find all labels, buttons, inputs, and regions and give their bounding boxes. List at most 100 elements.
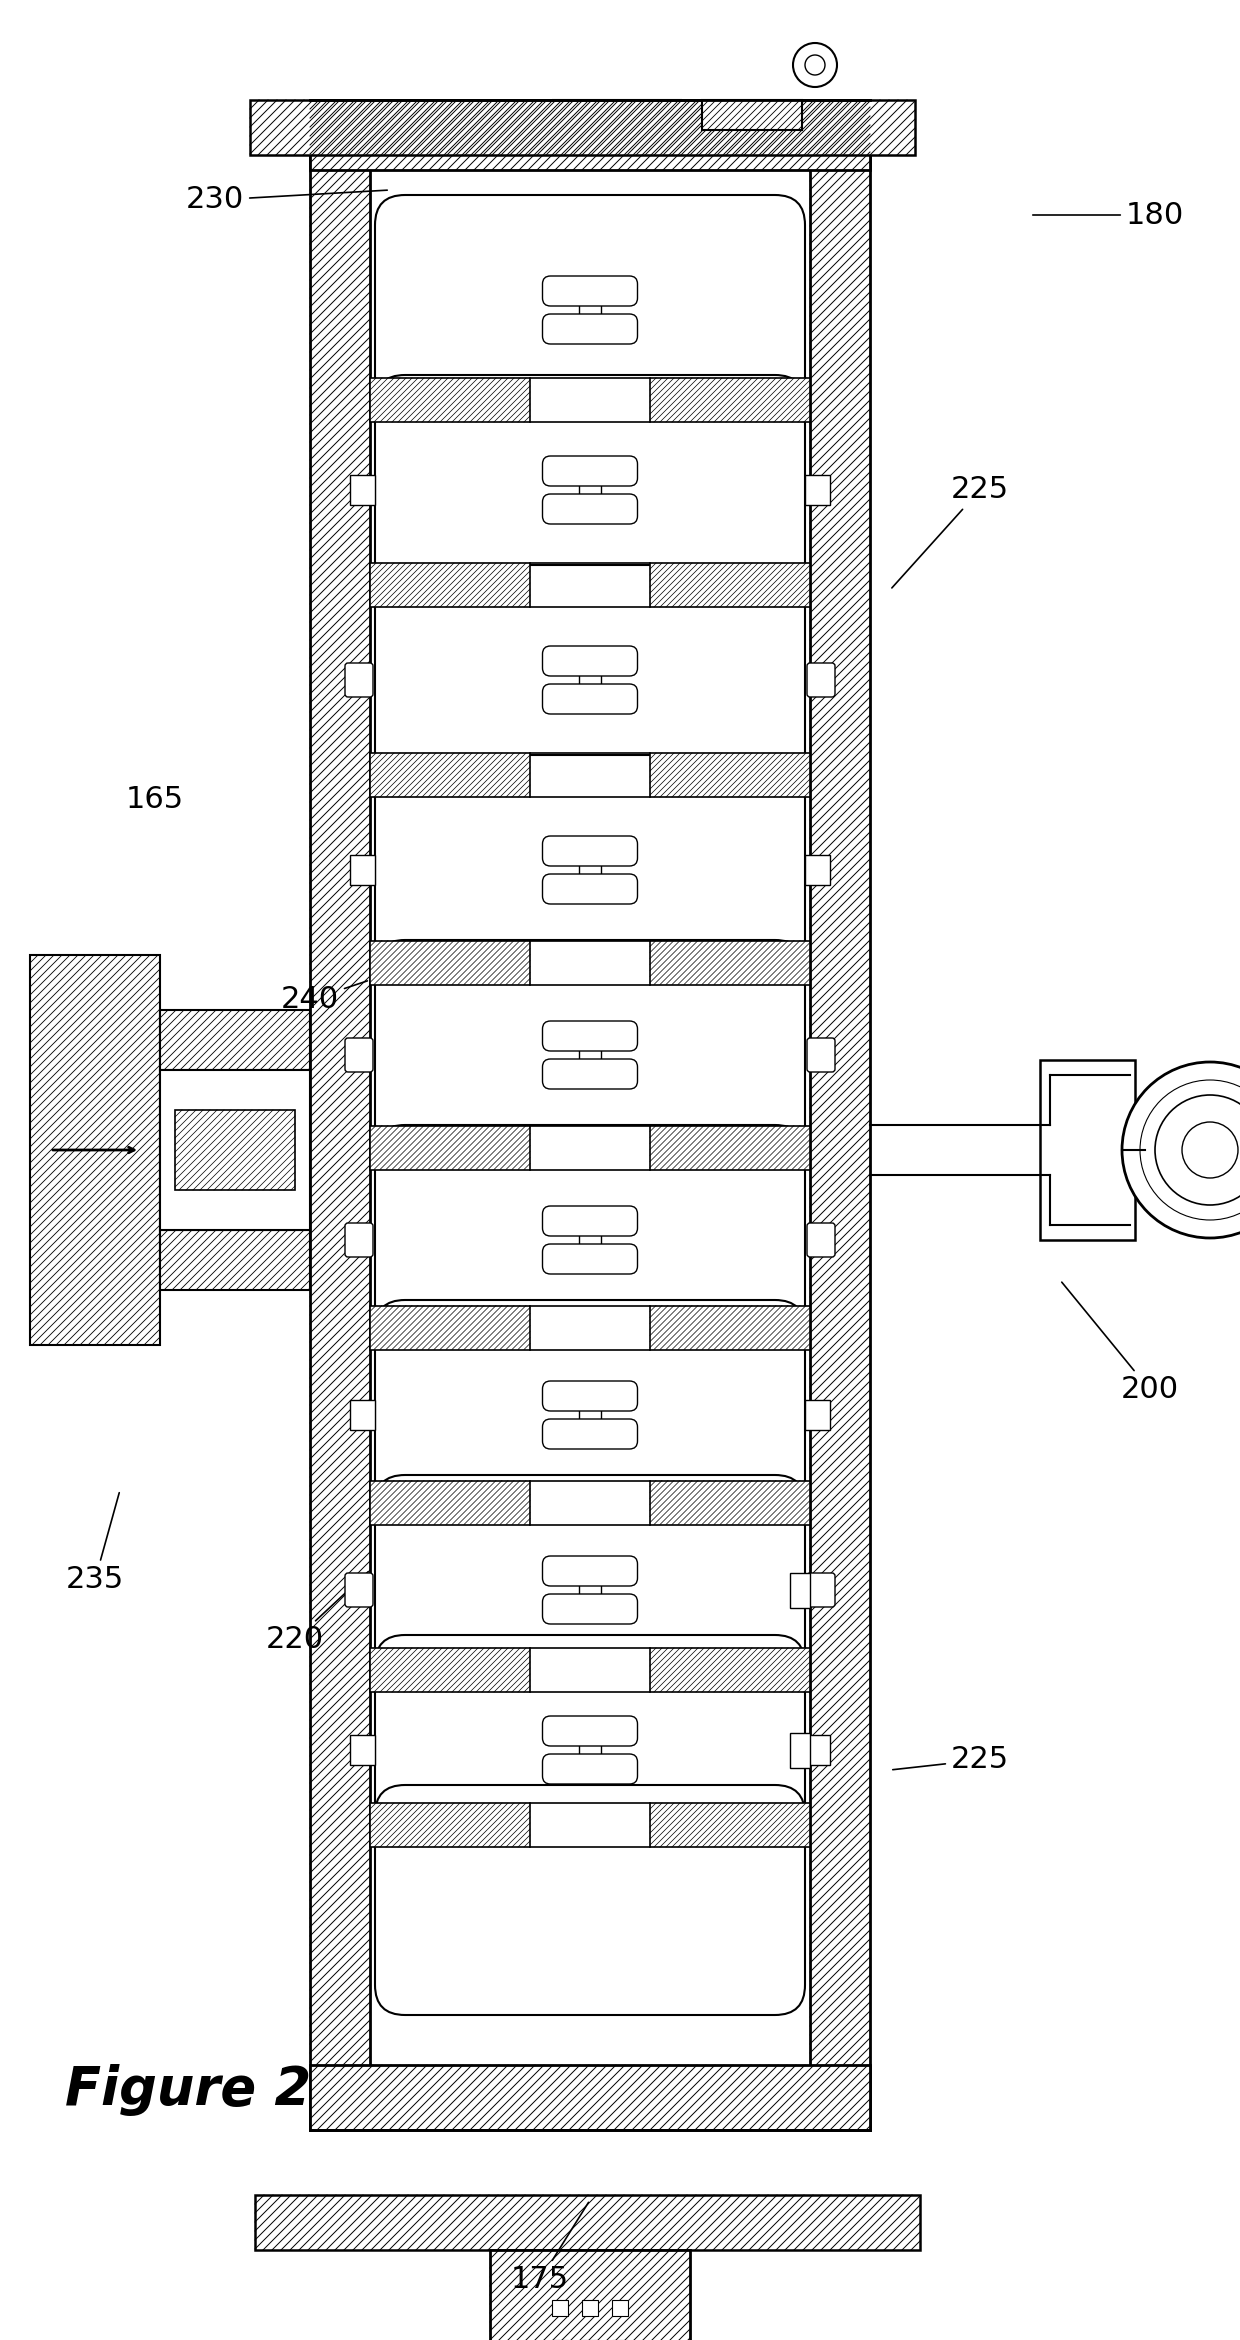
- Bar: [160, 1011, 310, 1069]
- Circle shape: [1182, 1121, 1238, 1177]
- Bar: [702, 101, 802, 131]
- Bar: [350, 475, 374, 505]
- Bar: [310, 101, 870, 171]
- FancyBboxPatch shape: [374, 1636, 805, 1865]
- Bar: [790, 1572, 810, 1608]
- Bar: [350, 1734, 374, 1764]
- Bar: [579, 1725, 601, 1776]
- Bar: [175, 1109, 295, 1191]
- Circle shape: [1122, 1062, 1240, 1238]
- Bar: [310, 2064, 870, 2129]
- Text: 225: 225: [893, 1746, 1009, 1774]
- Bar: [370, 379, 529, 421]
- Text: 165: 165: [126, 786, 184, 814]
- FancyBboxPatch shape: [807, 662, 835, 697]
- FancyBboxPatch shape: [543, 646, 637, 676]
- Bar: [582, 2300, 598, 2317]
- Bar: [310, 101, 370, 2129]
- FancyBboxPatch shape: [807, 1039, 835, 1072]
- Bar: [350, 854, 374, 885]
- Text: 220: 220: [265, 1572, 368, 1654]
- Bar: [255, 2195, 920, 2251]
- Bar: [650, 1481, 810, 1523]
- Bar: [650, 1306, 810, 1350]
- Circle shape: [805, 56, 825, 75]
- Text: 175: 175: [511, 2202, 589, 2296]
- FancyBboxPatch shape: [345, 1224, 373, 1257]
- FancyBboxPatch shape: [543, 875, 637, 903]
- FancyBboxPatch shape: [543, 1594, 637, 1624]
- Bar: [805, 854, 830, 885]
- Bar: [30, 955, 160, 1346]
- Bar: [370, 564, 529, 606]
- Bar: [650, 1804, 810, 1846]
- Circle shape: [1154, 1095, 1240, 1205]
- Bar: [650, 1647, 810, 1692]
- Bar: [790, 1732, 810, 1767]
- Bar: [490, 2251, 689, 2340]
- Bar: [579, 1563, 601, 1617]
- FancyBboxPatch shape: [543, 1715, 637, 1746]
- FancyBboxPatch shape: [374, 756, 805, 985]
- FancyBboxPatch shape: [543, 1020, 637, 1051]
- FancyBboxPatch shape: [543, 1245, 637, 1273]
- Bar: [650, 1126, 810, 1170]
- FancyBboxPatch shape: [543, 1556, 637, 1587]
- Bar: [579, 283, 601, 337]
- Bar: [370, 941, 529, 985]
- Text: 200: 200: [1061, 1282, 1179, 1404]
- Bar: [370, 1804, 529, 1846]
- Bar: [1040, 1060, 1135, 1240]
- Bar: [650, 379, 810, 421]
- FancyBboxPatch shape: [543, 276, 637, 307]
- Bar: [552, 2300, 568, 2317]
- Bar: [579, 463, 601, 517]
- Bar: [160, 1069, 310, 1231]
- Text: 235: 235: [66, 1493, 124, 1594]
- Bar: [250, 101, 915, 154]
- Bar: [613, 2300, 627, 2317]
- FancyBboxPatch shape: [345, 1039, 373, 1072]
- Bar: [650, 753, 810, 798]
- Bar: [579, 653, 601, 707]
- FancyBboxPatch shape: [543, 314, 637, 344]
- FancyBboxPatch shape: [374, 941, 805, 1170]
- FancyBboxPatch shape: [543, 1205, 637, 1236]
- Bar: [579, 1214, 601, 1266]
- FancyBboxPatch shape: [807, 1572, 835, 1608]
- FancyBboxPatch shape: [543, 683, 637, 714]
- Bar: [579, 1030, 601, 1081]
- Bar: [650, 941, 810, 985]
- FancyBboxPatch shape: [543, 1060, 637, 1088]
- FancyBboxPatch shape: [807, 1224, 835, 1257]
- Bar: [579, 845, 601, 896]
- FancyBboxPatch shape: [374, 194, 805, 426]
- FancyBboxPatch shape: [374, 1785, 805, 2015]
- FancyBboxPatch shape: [543, 1381, 637, 1411]
- FancyBboxPatch shape: [543, 456, 637, 487]
- Bar: [370, 1647, 529, 1692]
- FancyBboxPatch shape: [374, 564, 805, 796]
- FancyBboxPatch shape: [374, 374, 805, 606]
- Bar: [810, 101, 870, 2129]
- FancyBboxPatch shape: [345, 662, 373, 697]
- FancyBboxPatch shape: [543, 835, 637, 866]
- Bar: [370, 753, 529, 798]
- Bar: [650, 564, 810, 606]
- Bar: [370, 1306, 529, 1350]
- FancyBboxPatch shape: [374, 1126, 805, 1355]
- FancyBboxPatch shape: [374, 1301, 805, 1530]
- Bar: [350, 1399, 374, 1430]
- Bar: [805, 1734, 830, 1764]
- FancyBboxPatch shape: [543, 1418, 637, 1448]
- Text: 180: 180: [1033, 201, 1184, 229]
- FancyBboxPatch shape: [543, 494, 637, 524]
- FancyBboxPatch shape: [345, 1572, 373, 1608]
- FancyBboxPatch shape: [543, 1755, 637, 1783]
- Text: Figure 2: Figure 2: [64, 2064, 311, 2115]
- Text: 230: 230: [186, 185, 387, 215]
- Bar: [805, 1399, 830, 1430]
- FancyBboxPatch shape: [374, 1474, 805, 1706]
- Bar: [370, 1126, 529, 1170]
- Bar: [805, 475, 830, 505]
